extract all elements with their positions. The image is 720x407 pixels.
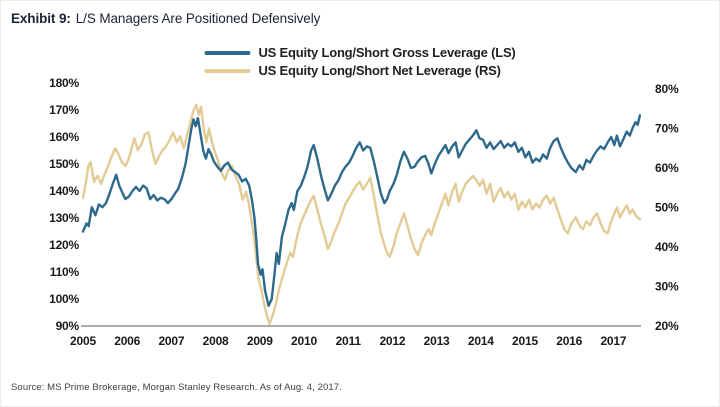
x-axis-tick: 2017 [600, 334, 626, 348]
legend-item: US Equity Long/Short Net Leverage (RS) [204, 63, 515, 78]
y-right-tick: 60% [655, 161, 679, 175]
net-leverage-line [81, 103, 642, 326]
legend-item: US Equity Long/Short Gross Leverage (LS) [204, 45, 516, 60]
y-left-tick: 170% [49, 103, 79, 117]
y-right-tick: 50% [655, 201, 679, 215]
y-left-tick: 110% [50, 265, 80, 279]
exhibit-title-text: L/S Managers Are Positioned Defensively [75, 11, 321, 26]
y-left-tick: 90% [56, 319, 80, 333]
y-right-tick: 20% [655, 319, 679, 333]
chart-legend: US Equity Long/Short Gross Leverage (LS)… [204, 45, 516, 78]
y-left-tick: 120% [49, 238, 79, 252]
y-right-tick: 40% [655, 240, 679, 254]
x-axis-tick: 2007 [158, 334, 184, 348]
exhibit-number: Exhibit 9: [11, 11, 71, 26]
legend-label: US Equity Long/Short Gross Leverage (LS) [258, 45, 516, 60]
y-left-tick: 160% [49, 130, 79, 144]
x-axis-tick: 2012 [379, 334, 405, 348]
y-right-tick: 80% [655, 82, 679, 96]
y-right-tick: 30% [655, 280, 679, 294]
x-axis-tick: 2006 [114, 334, 140, 348]
source-note: Source: MS Prime Brokerage, Morgan Stanl… [11, 382, 342, 393]
gross-leverage-line [81, 114, 642, 307]
y-left-tick: 150% [49, 157, 79, 171]
y-left-tick: 180% [49, 76, 79, 90]
legend-swatch-line [204, 68, 251, 73]
y-left-tick: 130% [49, 211, 79, 225]
x-axis-tick: 2014 [468, 334, 494, 348]
x-axis-tick: 2016 [556, 334, 582, 348]
x-axis-tick: 2011 [336, 334, 362, 348]
x-axis-tick: 2013 [424, 334, 450, 348]
x-axis-tick: 2009 [247, 334, 273, 348]
y-left-tick: 140% [49, 184, 79, 198]
x-axis-tick: 2005 [70, 334, 96, 348]
y-right-tick: 70% [655, 122, 679, 136]
x-axis-tick: 2008 [203, 334, 229, 348]
legend-label: US Equity Long/Short Net Leverage (RS) [258, 63, 501, 78]
x-axis-tick: 2010 [291, 334, 317, 348]
y-left-tick: 100% [49, 292, 79, 306]
legend-swatch-line [204, 50, 251, 55]
exhibit-title: Exhibit 9: L/S Managers Are Positioned De… [11, 11, 320, 26]
x-axis-tick: 2015 [512, 334, 538, 348]
